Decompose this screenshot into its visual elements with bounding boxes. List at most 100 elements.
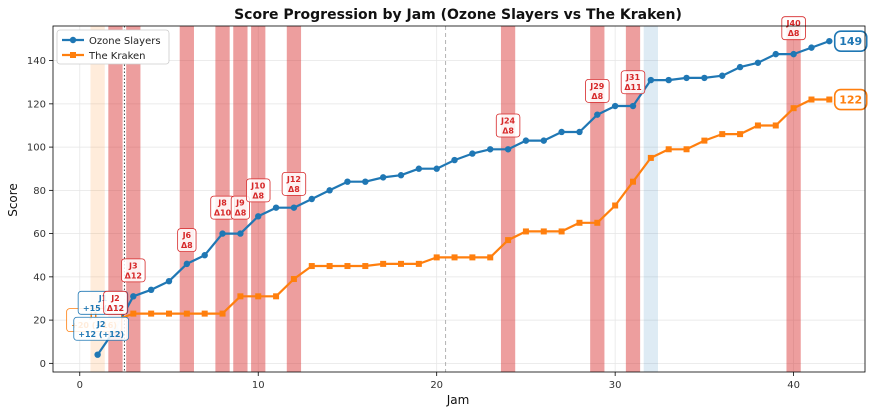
point-ozone	[665, 76, 672, 84]
legend: Ozone Slayers The Kraken	[56, 29, 170, 65]
point-kraken	[362, 263, 369, 270]
y-tick-label: 100	[27, 143, 46, 154]
annotation-box	[620, 70, 646, 95]
point-kraken	[790, 105, 797, 112]
point-ozone	[201, 252, 208, 259]
point-kraken	[201, 310, 208, 317]
point-ozone	[308, 195, 315, 203]
point-kraken	[451, 254, 458, 261]
point-kraken	[522, 228, 529, 235]
point-kraken	[683, 146, 690, 153]
grid	[53, 26, 865, 372]
point-kraken	[183, 310, 190, 317]
annotation-label: J9	[235, 199, 245, 208]
y-tick-label: 140	[27, 56, 46, 67]
point-kraken	[433, 254, 440, 261]
shade-jam-31	[625, 26, 641, 372]
point-kraken	[487, 254, 494, 261]
annotation-label: J8	[217, 199, 227, 208]
point-kraken	[772, 122, 779, 129]
point-kraken	[612, 202, 619, 209]
annotation-delta: +12 (+12)	[78, 330, 124, 339]
x-tick-label: 40	[787, 380, 800, 391]
point-ozone	[344, 178, 351, 185]
annotation-label: J3	[128, 261, 138, 270]
y-tick-label: 20	[33, 316, 46, 327]
point-ozone	[611, 102, 619, 110]
point-kraken	[344, 263, 351, 270]
annotation-box	[73, 316, 129, 341]
point-ozone	[719, 72, 726, 79]
point-ozone	[272, 204, 280, 211]
annotation-j2: J2+12 (+12)	[73, 316, 129, 341]
shade-jam-40	[786, 26, 801, 372]
point-kraken	[415, 260, 422, 267]
y-tick-label: 40	[33, 272, 46, 283]
legend-box	[56, 29, 170, 65]
point-ozone	[594, 111, 601, 118]
point-ozone	[540, 137, 547, 144]
series-lines	[94, 37, 833, 358]
point-kraken	[166, 310, 172, 317]
point-kraken	[737, 131, 744, 138]
point-ozone	[683, 74, 690, 82]
annotation-label: J1	[98, 294, 108, 303]
point-kraken	[505, 237, 512, 244]
point-ozone	[522, 137, 530, 144]
point-ozone	[647, 76, 655, 84]
annotation-delta: Δ12	[107, 304, 124, 313]
point-ozone	[379, 174, 387, 181]
annotation-box	[103, 290, 128, 315]
point-kraken	[647, 154, 654, 161]
annotation-box	[246, 178, 271, 203]
point-kraken	[665, 146, 672, 153]
x-tick-label: 0	[77, 380, 83, 391]
point-ozone	[183, 260, 191, 268]
shade-jam-2	[108, 26, 123, 372]
annotation-box	[121, 258, 146, 283]
point-ozone	[237, 230, 244, 237]
annotation-box	[781, 16, 806, 41]
point-ozone	[397, 172, 405, 179]
point-kraken	[130, 310, 137, 317]
legend-label-kraken: The Kraken	[88, 51, 146, 62]
point-ozone	[415, 165, 423, 172]
point-kraken	[558, 228, 565, 235]
end-labels: 149 122	[833, 30, 868, 111]
point-ozone	[469, 150, 476, 157]
shade-jam-1	[90, 26, 105, 372]
shade-jam-32	[643, 26, 658, 372]
y-tick-label: 120	[27, 99, 46, 110]
legend-label-ozone: Ozone Slayers	[89, 36, 161, 47]
point-kraken	[701, 137, 708, 144]
annotation-delta: Δ8	[235, 209, 247, 218]
point-ozone	[576, 128, 583, 136]
point-ozone	[701, 74, 708, 82]
point-kraken	[380, 260, 387, 267]
annotation-label: J31	[625, 73, 641, 82]
plot-frame	[52, 25, 866, 373]
shade-jam-29	[590, 26, 605, 372]
point-kraken	[826, 96, 833, 103]
point-ozone	[219, 230, 226, 237]
point-ozone	[487, 146, 494, 153]
y-tick-label: 0	[40, 359, 46, 370]
y-ticks: 0 20 40 60 80 100 120 140	[27, 56, 53, 370]
annotation-label: J40	[786, 19, 802, 28]
legend-marker-kraken	[70, 52, 76, 58]
end-label-box	[833, 88, 868, 111]
point-kraken	[290, 276, 297, 283]
point-ozone	[629, 102, 637, 110]
point-kraken	[469, 254, 476, 261]
point-ozone	[451, 156, 458, 164]
x-axis-label: Jam	[446, 393, 470, 407]
end-label-value: 149	[839, 35, 862, 48]
annotation-delta: Δ10	[214, 209, 232, 218]
annotation-label: J1	[89, 311, 99, 320]
x-tick-label: 30	[609, 380, 622, 391]
